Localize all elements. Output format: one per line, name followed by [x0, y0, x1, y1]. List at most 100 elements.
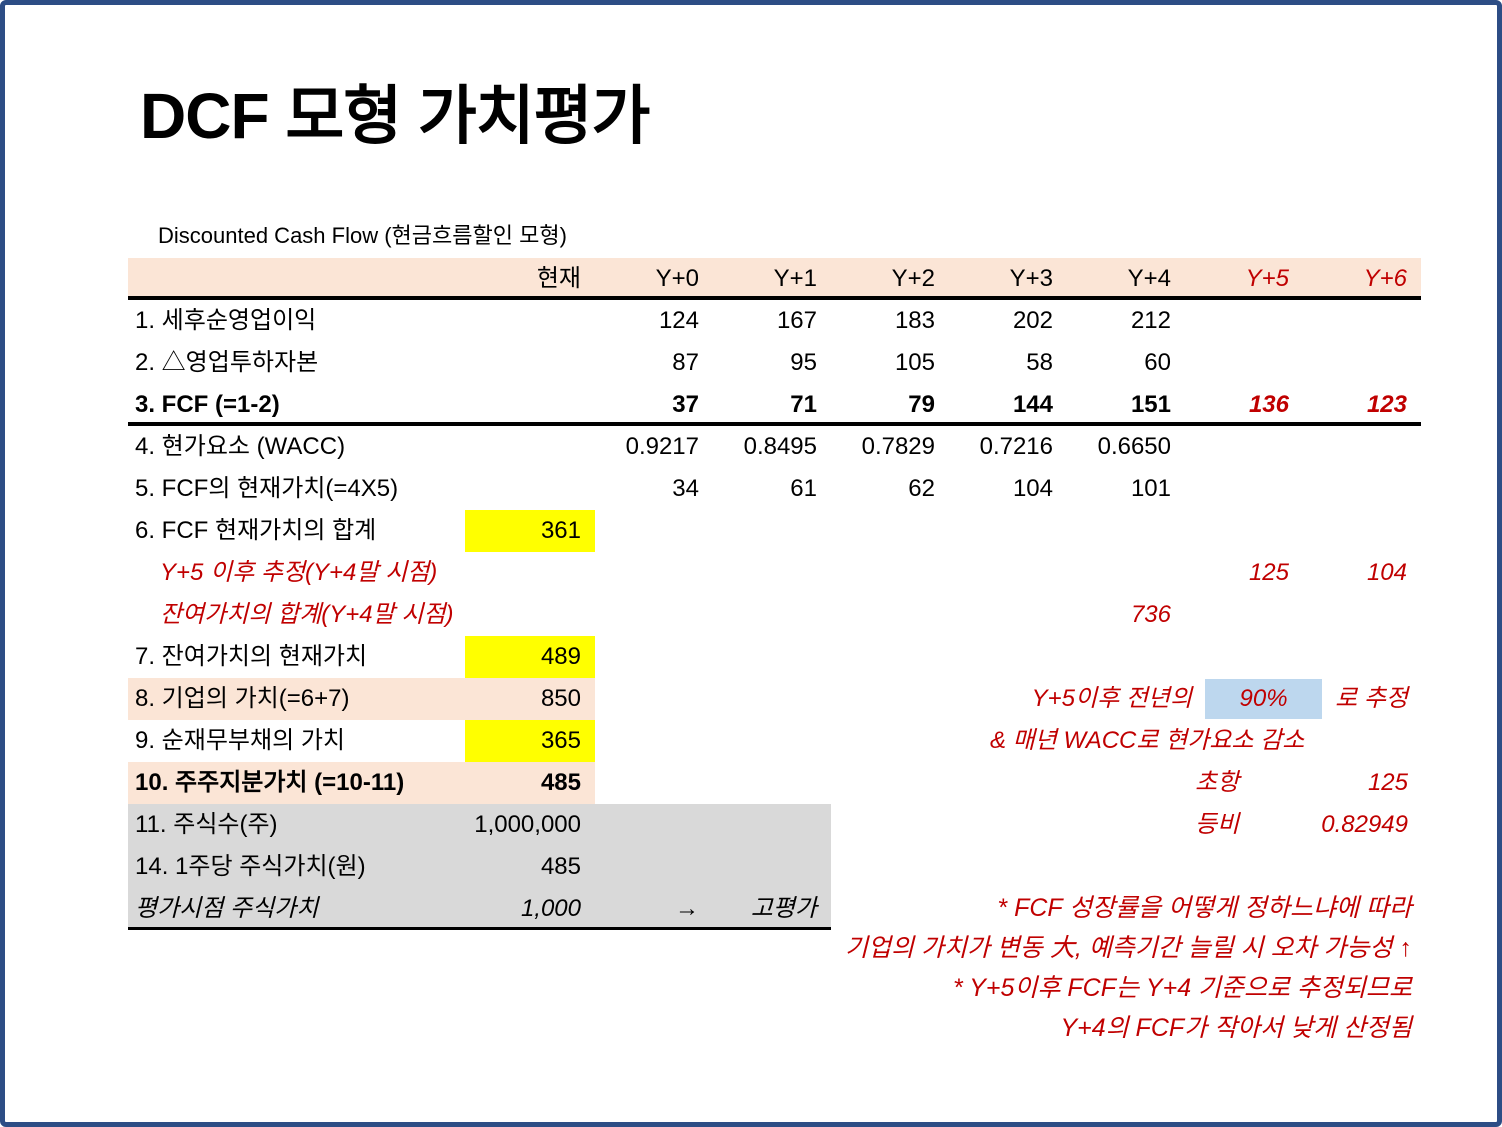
table-cell: 0.6650 — [1097, 433, 1171, 460]
table-cell — [1185, 468, 1303, 510]
table-row: 평가시점 주식가치 1,000 → 고평가 — [128, 888, 1421, 930]
table-cell — [595, 552, 713, 594]
table-row: 4. 현가요소 (WACC) 0.9217 0.8495 0.7829 0.7216 0.… — [128, 426, 1421, 468]
table-cell — [1185, 300, 1303, 342]
table-cell: 104 — [1012, 475, 1053, 502]
table-cell — [831, 846, 949, 888]
table-cell: 0.7829 — [861, 433, 935, 460]
table-cell: 485 — [465, 846, 595, 888]
table-cell: 61 — [790, 475, 817, 502]
table-cell: 736 — [1130, 601, 1171, 628]
table-cell — [1303, 510, 1421, 552]
table-cell: 202 — [1012, 307, 1053, 334]
table-cell — [595, 846, 713, 888]
table-row: 잔여가치의 합계(Y+4말 시점) 736 — [128, 594, 1421, 636]
table-cell: 124 — [658, 307, 699, 334]
initial-term-row: 초항 125 — [1195, 762, 1408, 804]
table-cell — [949, 636, 1067, 678]
row-label: 5. FCF의 현재가치(=4X5) — [135, 475, 399, 502]
table-cell: 123 — [1366, 391, 1407, 418]
table-cell — [1185, 342, 1303, 384]
row-label: 11. 주식수(주) — [128, 804, 465, 846]
table-cell: 58 — [1026, 349, 1053, 376]
table-cell — [595, 720, 713, 762]
table-cell: 0.8495 — [743, 433, 817, 460]
table-subtitle: Discounted Cash Flow (현금흐름할인 모형) — [158, 223, 567, 248]
table-cell: 212 — [1130, 307, 1171, 334]
table-cell — [949, 594, 1067, 636]
table-cell — [1303, 426, 1421, 468]
row-label: 평가시점 주식가치 — [128, 888, 465, 930]
table-cell — [831, 636, 949, 678]
table-cell — [713, 804, 831, 846]
table-cell: 361 — [465, 510, 595, 552]
table-cell: 485 — [465, 762, 595, 804]
table-cell — [949, 846, 1067, 888]
table-cell — [949, 552, 1067, 594]
page-title: DCF 모형 가치평가 — [140, 80, 650, 152]
table-cell — [713, 720, 831, 762]
column-header: Y+3 — [1009, 265, 1053, 292]
terminal-growth-note: Y+5이후 전년의 90% 로 추정 — [1032, 678, 1408, 720]
table-row: 7. 잔여가치의 현재가치 489 — [128, 636, 1421, 678]
table-cell: 34 — [672, 475, 699, 502]
row-label: 8. 기업의 가치(=6+7) — [128, 678, 465, 720]
table-cell — [465, 342, 595, 384]
table-cell: 79 — [908, 391, 935, 418]
row-label: 2. △영업투하자본 — [135, 349, 319, 376]
table-row: 14. 1주당 주식가치(원) 485 — [128, 846, 1421, 888]
table-cell: 105 — [894, 349, 935, 376]
table-row: 3. FCF (=1-2) 37 71 79 144 151 136 123 — [128, 384, 1421, 426]
row-label: 잔여가치의 합계(Y+4말 시점) — [160, 601, 454, 628]
table-cell — [831, 552, 949, 594]
initial-term-value: 125 — [1367, 769, 1408, 796]
table-row: 9. 순재무부채의 가치 365 — [128, 720, 1421, 762]
table-cell: 1,000 — [465, 888, 595, 930]
table-cell: 104 — [1366, 559, 1407, 586]
table-cell: 71 — [790, 391, 817, 418]
table-cell — [949, 762, 1067, 804]
table-cell — [713, 552, 831, 594]
table-cell: 167 — [776, 307, 817, 334]
column-header: Y+5 — [1245, 265, 1289, 292]
table-cell: 고평가 — [713, 888, 831, 930]
row-label: 10. 주주지분가치 (=10-11) — [128, 762, 465, 804]
table-cell — [713, 636, 831, 678]
table-cell: 0.7216 — [979, 433, 1053, 460]
table-cell — [465, 594, 595, 636]
table-row: 10. 주주지분가치 (=10-11) 485 — [128, 762, 1421, 804]
table-cell: 183 — [894, 307, 935, 334]
table-cell — [595, 678, 713, 720]
table-cell — [1303, 468, 1421, 510]
table-cell: 95 — [790, 349, 817, 376]
table-row: 8. 기업의 가치(=6+7) 850 — [128, 678, 1421, 720]
row-label: 9. 순재무부채의 가치 — [135, 727, 345, 754]
table-row: 5. FCF의 현재가치(=4X5) 34 61 62 104 101 — [128, 468, 1421, 510]
table-cell — [1303, 846, 1421, 888]
table-cell — [1185, 594, 1303, 636]
table-cell — [831, 678, 949, 720]
common-ratio-row: 등비 0.82949 — [1195, 804, 1408, 846]
table-cell — [713, 594, 831, 636]
row-label: 1. 세후순영업이익 — [135, 307, 317, 334]
table-cell — [831, 804, 949, 846]
table-cell — [1303, 636, 1421, 678]
table-cell: 151 — [1130, 391, 1171, 418]
footnote-line: * Y+5이후 FCF는 Y+4 기준으로 추정되므로 — [953, 974, 1412, 1002]
table-cell — [1067, 636, 1185, 678]
column-header: Y+6 — [1363, 265, 1407, 292]
table-cell — [1067, 846, 1185, 888]
table-cell: 850 — [465, 678, 595, 720]
table-cell — [1303, 300, 1421, 342]
terminal-growth-note-suffix: 로 추정 — [1335, 685, 1408, 712]
row-label: 7. 잔여가치의 현재가치 — [135, 643, 368, 670]
table-cell: 489 — [465, 636, 595, 678]
table-cell — [1185, 846, 1303, 888]
common-ratio-label: 등비 — [1195, 811, 1240, 838]
table-cell — [595, 510, 713, 552]
row-label: 4. 현가요소 (WACC) — [135, 433, 346, 460]
table-cell — [1067, 510, 1185, 552]
column-header: Y+2 — [891, 265, 935, 292]
table-cell — [831, 594, 949, 636]
table-cell — [465, 468, 595, 510]
